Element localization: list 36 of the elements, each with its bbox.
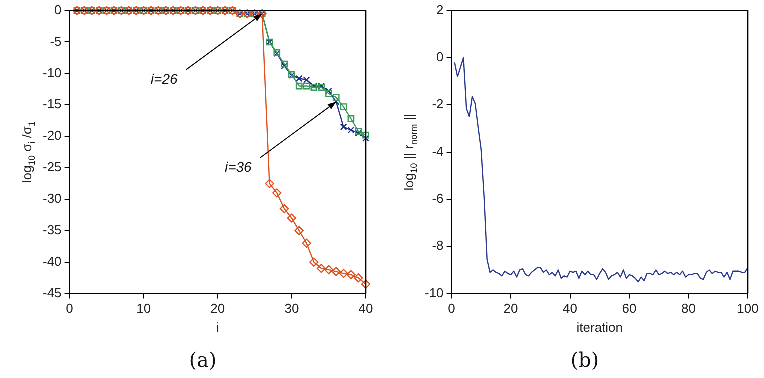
y-tick-label: 0 — [54, 2, 62, 18]
x-axis-title: iteration — [576, 320, 624, 335]
y-tick-label: -10 — [424, 285, 444, 300]
y-tick-label: -35 — [42, 222, 62, 238]
y-tick-label: -10 — [42, 65, 62, 80]
y-tick-label: -15 — [42, 96, 62, 112]
text: (b) — [570, 348, 600, 372]
y-tick-label: 0 — [436, 50, 444, 65]
text: (a) — [189, 348, 217, 372]
y-tick-label: -20 — [42, 128, 62, 144]
annotation: i=36 — [224, 158, 252, 175]
y-tick-label: -6 — [432, 191, 444, 206]
y-tick-label: -8 — [432, 238, 444, 254]
y-tick-label: 2 — [436, 2, 444, 18]
x-tick-label: 20 — [504, 301, 518, 316]
y-axis-title: log10 σi /σ1 — [19, 122, 37, 184]
x-tick-label: 100 — [737, 301, 759, 316]
y-tick-label: -5 — [50, 34, 62, 49]
y-tick-label: -4 — [432, 144, 444, 159]
x-tick-label: 40 — [358, 301, 374, 316]
x-axis-title: i — [216, 320, 220, 335]
annotation: i=26 — [150, 70, 178, 87]
y-axis-title: log10 || rnorm || — [401, 114, 419, 191]
y-tick-label: -45 — [42, 285, 62, 300]
y-tick-label: -40 — [42, 254, 62, 269]
x-tick-label: 20 — [210, 301, 226, 316]
x-tick-label: 60 — [622, 301, 637, 316]
x-tick-label: 0 — [66, 301, 74, 316]
y-tick-label: -25 — [42, 160, 62, 175]
x-tick-label: 10 — [136, 301, 152, 316]
x-tick-label: 40 — [563, 301, 578, 316]
x-tick-label: 30 — [284, 301, 300, 316]
y-tick-label: -30 — [42, 191, 62, 206]
x-tick-label: 0 — [448, 301, 456, 316]
y-tick-label: -2 — [432, 96, 444, 112]
x-tick-label: 80 — [682, 301, 696, 316]
